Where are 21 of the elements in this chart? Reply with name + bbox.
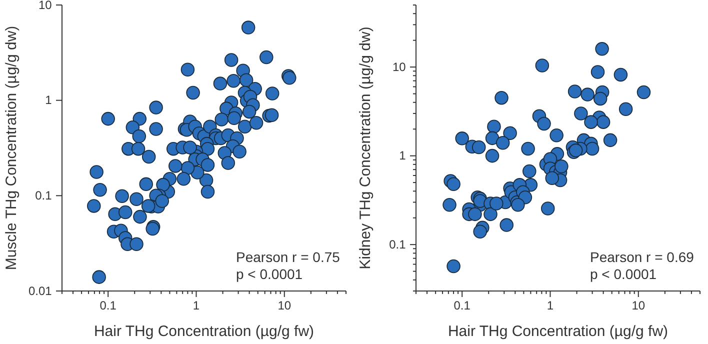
x-tick-label: 10 — [278, 298, 292, 313]
x-axis-title: Hair THg Concentration (µg/g fw) — [448, 323, 668, 340]
x-tick-label: 10 — [632, 298, 646, 313]
y-axis-title: Muscle THg Concentration (µg/g dw) — [3, 26, 20, 270]
y-tick-label: 0.01 — [28, 284, 52, 298]
y-tick-label: 10 — [392, 60, 406, 74]
x-tick-label: 0.1 — [454, 298, 471, 313]
y-tick-label: 1 — [45, 93, 52, 108]
annotation: Pearson r = 0.75 — [236, 249, 340, 265]
annotation: p < 0.0001 — [590, 266, 657, 282]
x-tick-label: 1 — [546, 298, 554, 313]
annotation: Pearson r = 0.69 — [590, 249, 694, 265]
x-axis-title: Hair THg Concentration (µg/g fw) — [94, 323, 314, 340]
y-tick-label: 0.1 — [389, 237, 406, 252]
y-tick-label: 10 — [38, 0, 52, 12]
y-tick-label: 1 — [399, 148, 406, 163]
y-axis-title: Kidney THg Concentration (µg/g dw) — [357, 26, 374, 270]
x-tick-label: 0.1 — [100, 298, 117, 313]
x-tick-label: 1 — [192, 298, 200, 313]
annotation: p < 0.0001 — [236, 266, 303, 282]
y-tick-label: 0.1 — [35, 188, 52, 203]
